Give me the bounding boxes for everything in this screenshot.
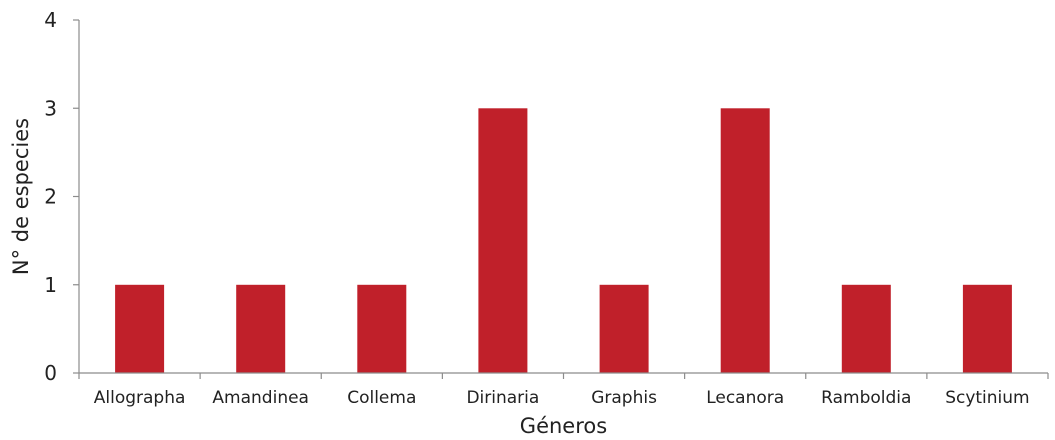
bar-amandinea	[236, 284, 286, 374]
y-axis-title: N° de especies	[9, 118, 33, 275]
x-category-label: Collema	[347, 388, 416, 408]
x-category-label: Amandinea	[212, 388, 309, 408]
bar-ramboldia	[841, 284, 891, 374]
bars-group	[115, 108, 1012, 374]
x-category-label: Scytinium	[945, 388, 1029, 408]
bar-allographa	[115, 284, 165, 374]
x-category-label: Graphis	[591, 388, 657, 408]
y-tick-label: 4	[44, 8, 57, 32]
y-tick-label: 1	[44, 273, 57, 297]
y-tick-label: 0	[44, 361, 57, 385]
x-ticks-group: Allographa Amandinea Collema Dirinaria Graph…	[78, 373, 1049, 408]
y-tick-label: 3	[44, 96, 57, 120]
x-category-label: Lecanora	[706, 388, 784, 408]
bar-lecanora	[720, 108, 770, 374]
bar-collema	[357, 284, 407, 374]
x-category-label: Dirinaria	[466, 388, 539, 408]
y-ticks-group: 0 1 2 3 4	[44, 8, 79, 385]
axes-group	[78, 20, 1048, 374]
x-category-label: Ramboldia	[821, 388, 911, 408]
bar-graphis	[599, 284, 649, 374]
bar-dirinaria	[478, 108, 528, 374]
bar-scytinium	[962, 284, 1012, 374]
x-category-label: Allographa	[94, 388, 186, 408]
y-tick-label: 2	[44, 185, 57, 209]
x-axis-title: Géneros	[520, 414, 607, 438]
